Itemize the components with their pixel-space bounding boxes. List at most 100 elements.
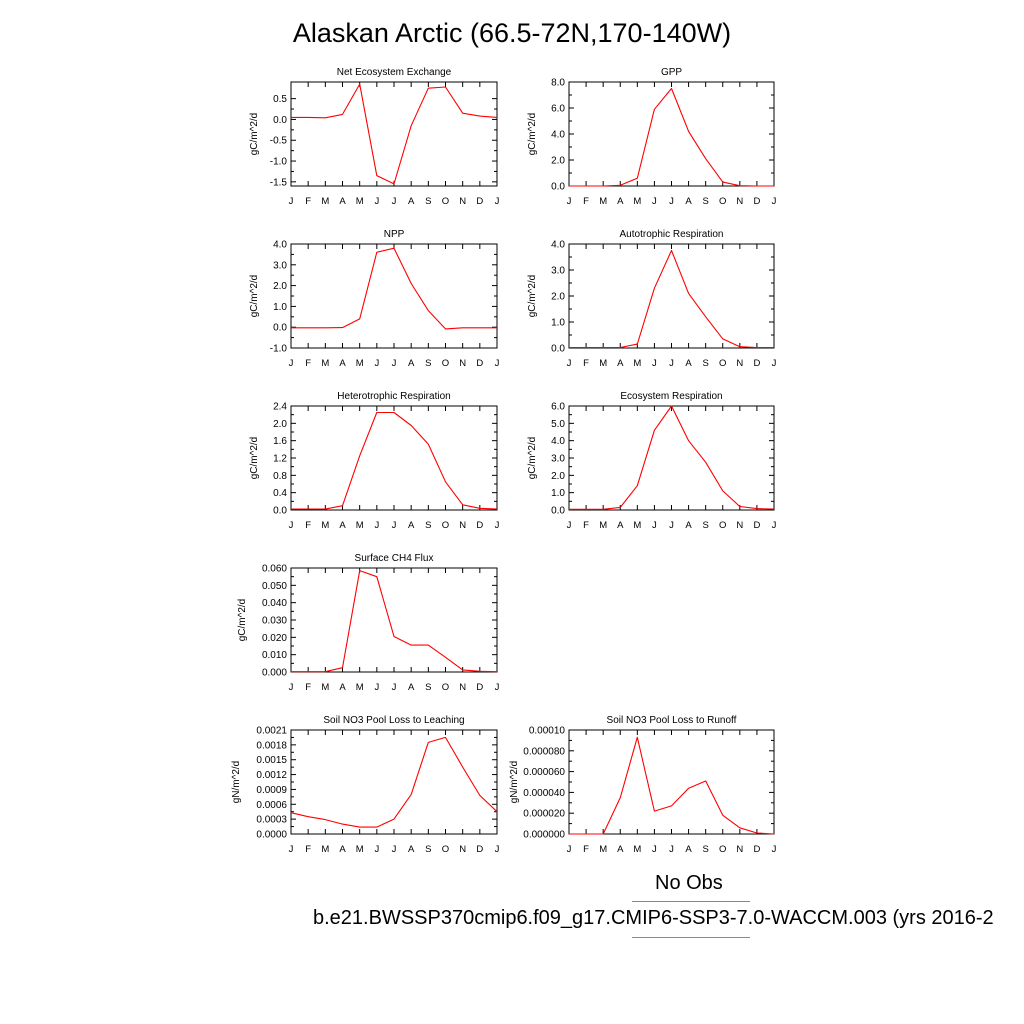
y-tick-label: 0.0 [273,506,287,517]
x-tick-label: A [617,844,624,855]
legend-model-line [632,937,750,938]
x-tick-label: S [425,520,431,531]
x-tick-label: M [633,844,641,855]
x-tick-label: M [356,844,364,855]
panel-title: Surface CH4 Flux [355,553,434,564]
y-tick-label: 2.0 [551,292,565,303]
y-tick-label: 0.010 [262,650,287,661]
x-tick-label: M [356,682,364,693]
x-tick-label: J [374,520,379,531]
panel-title: NPP [384,229,405,240]
x-tick-label: A [685,844,692,855]
panel-title: Soil NO3 Pool Loss to Leaching [323,715,464,726]
panel-title: Soil NO3 Pool Loss to Runoff [607,715,737,726]
x-tick-label: A [685,520,692,531]
x-tick-label: J [289,358,294,369]
x-tick-label: J [495,358,500,369]
y-tick-label: 0.0021 [256,726,287,737]
x-tick-label: A [339,682,346,693]
panel-title: Autotrophic Respiration [620,229,724,240]
x-tick-label: M [321,844,329,855]
x-tick-label: S [702,844,708,855]
x-tick-label: F [305,520,311,531]
x-tick-label: J [669,520,674,531]
x-tick-label: D [476,682,483,693]
x-tick-label: S [702,358,708,369]
y-tick-label: 1.0 [551,488,565,499]
x-tick-label: A [408,196,415,207]
x-tick-label: J [495,682,500,693]
x-tick-label: M [599,358,607,369]
y-tick-label: 0.00010 [529,726,566,737]
x-tick-label: J [652,358,657,369]
x-tick-label: N [459,196,466,207]
y-axis-label: gC/m^2/d [249,437,260,480]
y-tick-label: 0.0015 [256,755,287,766]
x-tick-label: J [652,196,657,207]
y-axis-label: gC/m^2/d [527,113,538,156]
x-tick-label: J [772,844,777,855]
x-tick-label: N [736,844,743,855]
y-tick-label: 0.040 [262,598,287,609]
y-tick-label: 3.0 [551,266,565,277]
legend-obs-line [632,901,750,902]
panel-title: Heterotrophic Respiration [337,391,450,402]
x-tick-label: S [702,196,708,207]
plot-frame [290,405,498,511]
y-tick-label: 1.6 [273,436,287,447]
x-tick-label: M [599,196,607,207]
x-tick-label: S [425,358,431,369]
x-tick-label: M [599,520,607,531]
x-tick-label: J [567,844,572,855]
x-tick-label: J [567,196,572,207]
x-tick-label: O [719,196,726,207]
x-tick-label: N [736,196,743,207]
series-line-model [291,411,498,510]
x-tick-label: F [305,358,311,369]
series-line-model [291,83,498,185]
y-tick-label: 1.0 [273,302,287,313]
x-tick-label: N [736,358,743,369]
y-tick-label: 0.000040 [523,788,565,799]
x-tick-label: J [567,358,572,369]
x-tick-label: O [719,358,726,369]
y-tick-label: 8.0 [551,78,565,89]
x-tick-label: O [719,520,726,531]
x-tick-label: O [442,358,449,369]
x-tick-label: M [321,520,329,531]
x-tick-label: M [321,358,329,369]
x-tick-label: J [669,358,674,369]
x-tick-label: J [652,844,657,855]
y-axis-label: gN/m^2/d [231,761,242,804]
plot-frame [568,81,775,187]
x-tick-label: D [476,844,483,855]
y-tick-label: 0.0 [551,182,565,193]
x-tick-label: D [476,358,483,369]
x-tick-label: M [633,520,641,531]
x-tick-label: O [442,196,449,207]
x-tick-label: A [408,682,415,693]
x-tick-label: N [459,682,466,693]
y-tick-label: 0.000080 [523,746,565,757]
y-axis-label: gC/m^2/d [237,599,248,642]
y-tick-label: 2.0 [273,419,287,430]
y-tick-label: 0.000020 [523,809,565,820]
plot-frame [568,405,775,511]
x-tick-label: J [374,682,379,693]
x-tick-label: J [495,520,500,531]
x-tick-label: J [289,520,294,531]
y-axis-label: gC/m^2/d [527,275,538,318]
y-tick-label: 0.5 [273,94,287,105]
y-tick-label: 0.000060 [523,767,565,778]
x-tick-label: M [321,682,329,693]
x-tick-label: M [633,196,641,207]
series-line-model [291,570,498,673]
x-tick-label: M [356,196,364,207]
legend-obs-label: No Obs [655,872,723,894]
series-line-model [290,736,498,828]
x-tick-label: A [339,196,346,207]
x-tick-label: A [408,520,415,531]
x-tick-label: J [652,520,657,531]
y-tick-label: 0.000000 [523,830,565,841]
x-tick-label: D [476,196,483,207]
